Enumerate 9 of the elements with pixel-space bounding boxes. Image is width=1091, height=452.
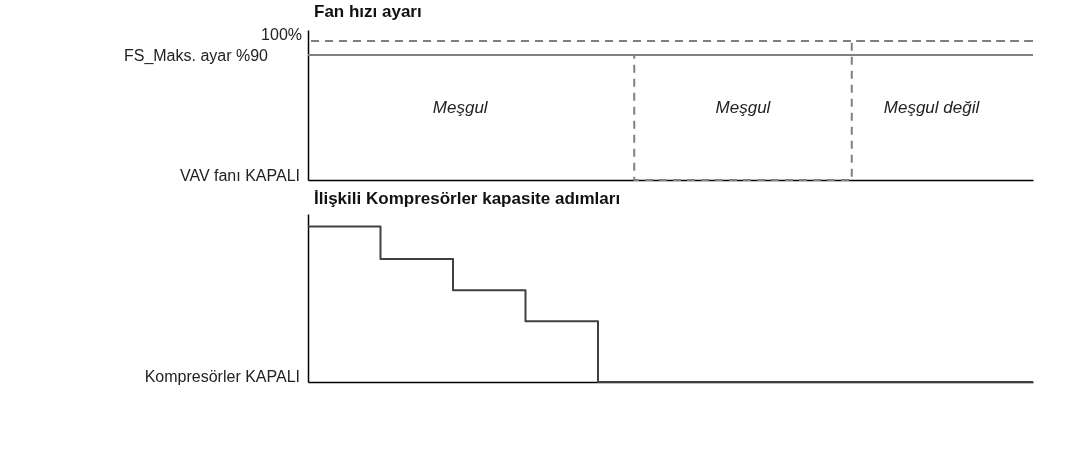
annotation: Meşgul [715, 98, 772, 117]
text: VAV fanı KAPALI [179, 166, 300, 184]
chart-title: İlişkili Kompresörler kapasite adımları [314, 189, 621, 208]
text: FS_Maks. ayar %90 [123, 46, 269, 65]
text: 100% [261, 25, 302, 43]
annotation: Meşgul [432, 98, 489, 117]
annotation: Meşgul değil [883, 98, 981, 117]
text: Kompresörler KAPALI [144, 367, 300, 385]
chart-title: Fan hızı ayarı [314, 1, 422, 21]
